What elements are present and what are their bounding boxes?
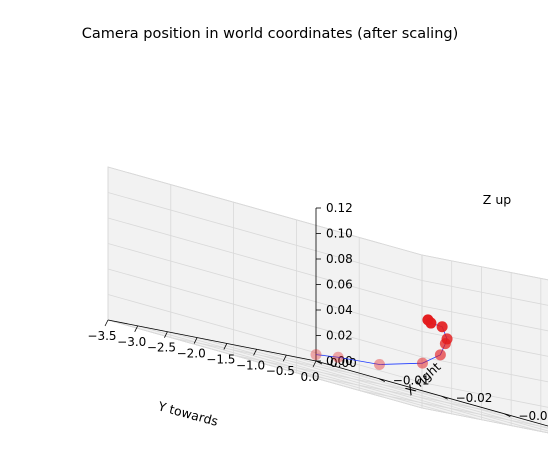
camera-point [374,359,385,370]
camera-point [437,321,448,332]
camera-point [435,349,446,360]
chart-title: Camera position in world coordinates (af… [82,26,459,42]
z-tick-label: 0.12 [326,201,353,215]
z-tick-label: 0.10 [326,227,353,241]
x-tick-label: −0.03 [518,409,548,423]
z-tick-label: 0.02 [326,329,353,343]
camera-point [425,318,436,329]
y-tick-label: −1.0 [236,358,265,372]
camera-point [333,352,344,363]
y-tick-label: −0.5 [266,364,295,378]
z-tick-label: 0.08 [326,252,353,266]
camera-point [440,338,451,349]
y-tick-label: 0.0 [300,370,319,384]
z-axis-label: Z up [483,192,511,207]
z-tick-label: 0.04 [326,303,353,317]
camera-point [311,349,322,360]
x-tick-label: −0.02 [456,391,493,405]
y-tick-mark [105,320,108,326]
y-tick-label: −2.5 [147,341,176,355]
y-tick-label: −3.5 [87,329,116,343]
z-tick-label: 0.06 [326,278,353,292]
y-tick-label: −1.5 [206,352,235,366]
y-axis-label: Y towards [156,398,220,429]
y-tick-label: −3.0 [117,335,146,349]
y-tick-label: −2.0 [177,347,206,361]
